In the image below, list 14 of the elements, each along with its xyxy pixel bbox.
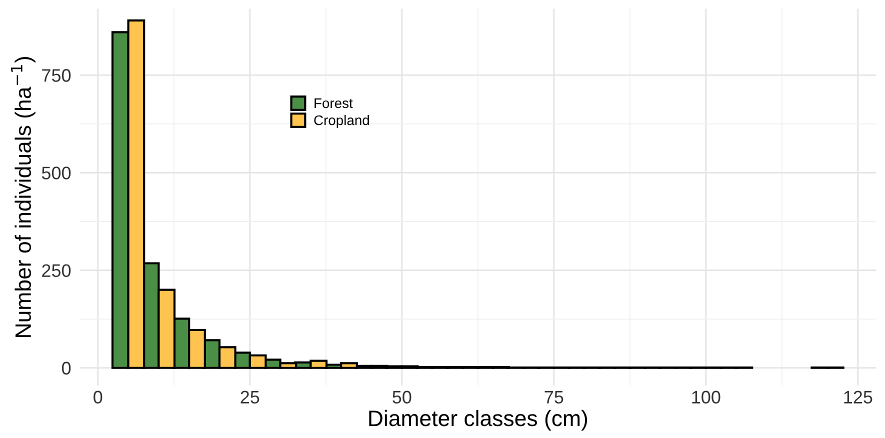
x-tick-label: 125 xyxy=(844,390,872,404)
y-tick-label: 0 xyxy=(62,362,71,375)
x-tick-label: 100 xyxy=(692,390,720,404)
x-tick-label: 75 xyxy=(544,390,564,404)
x-tick-label: 25 xyxy=(240,390,260,404)
legend-label: Cropland xyxy=(314,114,369,128)
y-tick-label: 500 xyxy=(42,166,71,180)
x-tick-label: 50 xyxy=(392,390,412,404)
y-tick-label: 750 xyxy=(42,69,71,82)
legend-label: Forest xyxy=(314,98,353,108)
x-tick-label: 0 xyxy=(94,390,102,404)
y-axis-title: Number of individuals (ha$^{−1}$) xyxy=(10,57,36,337)
y-tick-label: 250 xyxy=(42,264,71,278)
x-axis-title: Diameter classes (cm) xyxy=(369,410,588,431)
